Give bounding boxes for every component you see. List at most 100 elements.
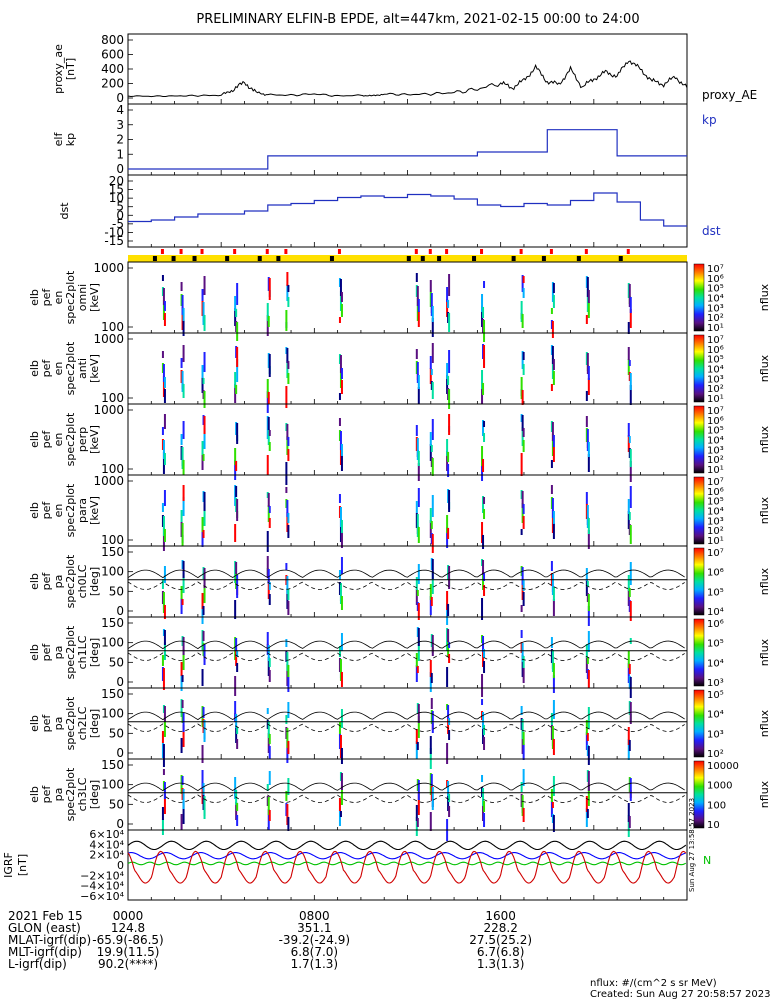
y-axis-label: pef (40, 643, 53, 662)
strip-tick (576, 256, 581, 261)
spectrogram-pixel (182, 384, 185, 398)
spectrogram-pixel (417, 716, 420, 738)
colorbar-tick-label: 10⁵ (707, 587, 724, 598)
spectrogram-pixel (551, 726, 554, 749)
spectrogram-pixel (587, 594, 590, 611)
spectrogram-pixel (268, 442, 271, 451)
pass-marker (233, 249, 237, 254)
x-tick-label: 0000 (113, 909, 144, 923)
spectrogram-pixel (266, 632, 269, 655)
spectrogram-pixel (338, 798, 341, 811)
spectrogram-pixel (430, 369, 433, 375)
spectrogram-pixel (446, 439, 449, 456)
spectrogram-pixel (587, 366, 590, 380)
y-axis-label: perp (76, 427, 89, 452)
x-tick-label: 6.7(6.8) (477, 945, 525, 959)
y-axis-label: proxy_ae (52, 44, 65, 94)
spectrogram-pixel (629, 373, 632, 390)
y-axis-label: pef (40, 288, 53, 307)
spectrogram-pixel (201, 745, 204, 763)
colorbar-tick-label: 10⁶ (707, 416, 724, 427)
spectrogram-pixel (587, 783, 590, 806)
spectrogram-pixel (203, 644, 206, 665)
spectrogram-pixel (429, 508, 432, 523)
spectrogram-pixel (268, 746, 271, 759)
spectrogram-pixel (522, 808, 525, 822)
spectrogram-pixel (180, 598, 183, 614)
spectrogram-pixel (286, 804, 289, 825)
y-tick-label: 0 (116, 91, 124, 105)
spectrogram-pixel (483, 813, 486, 827)
row-label: 2021 Feb 15 (8, 909, 83, 923)
spectrogram-pixel (481, 775, 484, 782)
strip-tick (329, 256, 334, 261)
spectrogram-pixel (287, 437, 290, 446)
spectrogram-pixel (340, 292, 343, 302)
spectrogram-pixel (448, 566, 451, 589)
pass-marker (549, 249, 553, 254)
spectrogram-pixel (417, 299, 420, 312)
spectrogram-pixel (417, 488, 420, 507)
spectrogram-pixel (267, 645, 270, 661)
spectrogram-pixel (628, 360, 631, 366)
y-axis-label: pef (40, 359, 53, 378)
spectrogram-pixel (287, 449, 290, 461)
y-tick-label: 1 (116, 147, 124, 161)
spectrogram-pixel (416, 818, 419, 827)
colorbar-tick-label: 10⁷ (707, 335, 724, 346)
strip-tick (152, 256, 157, 261)
spectrogram-pixel (161, 275, 164, 281)
spectrogram-pixel (202, 631, 205, 641)
spectrogram-pixel (182, 801, 185, 824)
spectrogram-pixel (416, 362, 419, 383)
spectrogram-pixel (340, 773, 343, 790)
spectrogram-pixel (182, 725, 185, 747)
spectrogram-pixel (287, 589, 290, 600)
y-axis-label: [deg] (88, 780, 101, 809)
spectrogram-pixel (481, 598, 484, 620)
spectrogram-pixel (161, 503, 164, 512)
spectrogram-pixel (203, 720, 206, 742)
legend-label: N (703, 854, 711, 867)
spectrogram-pixel (417, 792, 420, 815)
spectrogram-pixel (236, 727, 239, 734)
spectrogram-pixel (587, 454, 590, 472)
y-tick-label: 0 (116, 675, 124, 689)
colorbar-tick-label: 10⁶ (707, 487, 724, 498)
y-axis-label: elb (28, 502, 41, 519)
y-tick-label: 100 (101, 533, 124, 547)
spectrogram-pixel (162, 668, 165, 690)
spectrogram-pixel (522, 769, 525, 786)
spectrogram-pixel (521, 567, 524, 585)
colorbar (693, 689, 705, 758)
pass-marker (428, 249, 432, 254)
spectrogram-pixel (268, 734, 271, 744)
y-axis-label: pef (40, 785, 53, 804)
spectrogram-pixel (268, 278, 271, 300)
spectrogram-pixel (521, 314, 524, 328)
spectrogram-pixel (520, 301, 523, 322)
spectrogram-pixel (163, 313, 166, 326)
pass-marker (179, 249, 183, 254)
y-axis-label: spec2plot (64, 696, 77, 750)
spectrogram-pixel (340, 709, 343, 728)
spectrogram-pixel (285, 462, 288, 485)
spectrogram-pixel (180, 586, 183, 599)
spectrogram-pixel (415, 273, 418, 282)
colorbar-tick-label: 10⁶ (707, 568, 724, 579)
spectrogram-pixel (483, 433, 486, 442)
spectrogram-pixel (340, 380, 343, 394)
footer-units: nflux: #/(cm^2 s sr MeV) (590, 978, 717, 989)
spectrogram-pixel (234, 676, 237, 696)
y-tick-label: 150 (101, 687, 124, 701)
spectrogram-pixel (267, 392, 270, 404)
x-tick-label: 90.2(****) (98, 957, 158, 971)
pass-marker (414, 249, 418, 254)
spectrogram-pixel (629, 309, 632, 328)
spectrogram-pixel (266, 455, 269, 475)
colorbar-tick-label: 10² (707, 749, 724, 760)
spectrogram-pixel (162, 744, 165, 767)
row-label: L-igrf(dip) (8, 957, 67, 971)
y-axis-label: ch1LC (76, 635, 89, 669)
colorbar (693, 618, 705, 687)
